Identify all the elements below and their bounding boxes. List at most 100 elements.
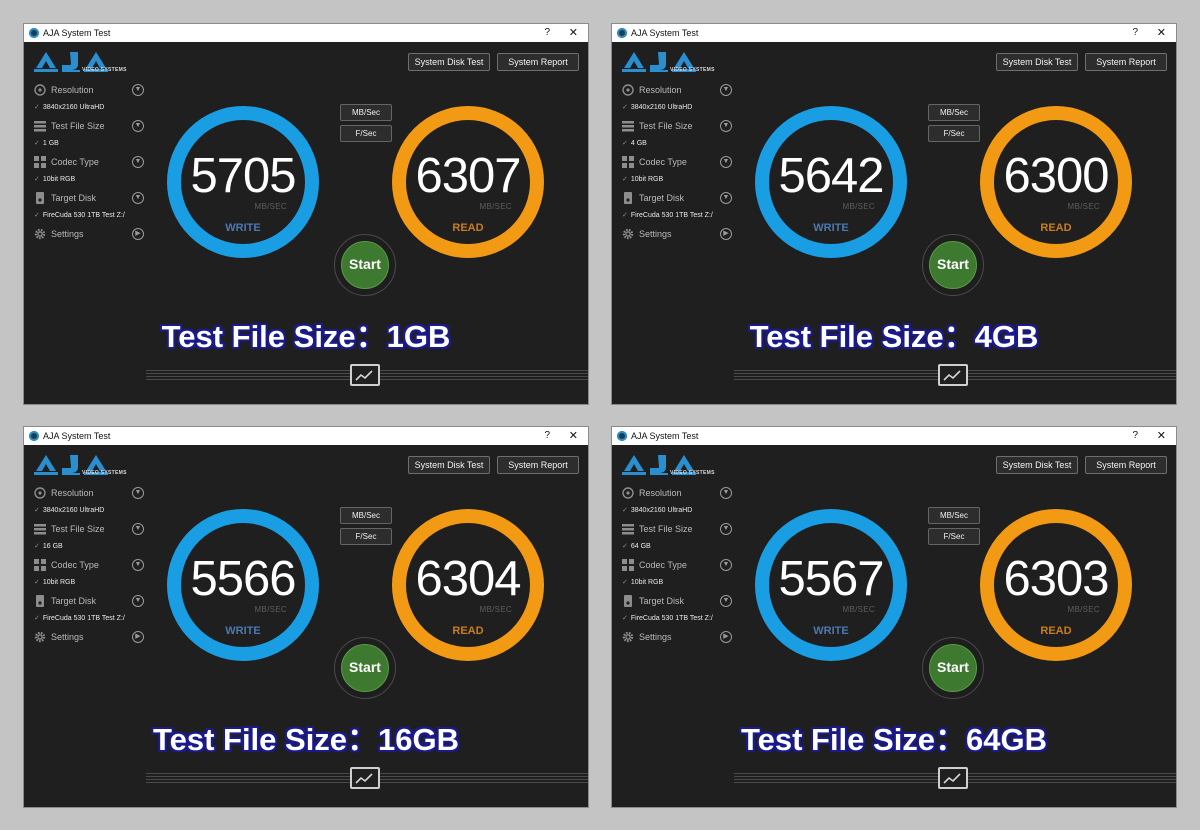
system-report-button[interactable]: System Report xyxy=(497,456,579,474)
settings-header[interactable]: Settings ▶ xyxy=(34,630,144,644)
help-button[interactable]: ? xyxy=(544,430,550,441)
chevron-right-icon[interactable]: ▶ xyxy=(720,631,732,643)
chevron-down-icon[interactable]: ▼ xyxy=(132,487,144,499)
codec-label: Codec Type xyxy=(639,157,687,167)
codec-header[interactable]: Codec Type ▼ xyxy=(34,558,144,572)
codec-header[interactable]: Codec Type ▼ xyxy=(622,155,732,169)
help-button[interactable]: ? xyxy=(1132,430,1138,441)
chevron-down-icon[interactable]: ▼ xyxy=(720,84,732,96)
help-button[interactable]: ? xyxy=(1132,27,1138,38)
title-bar: AJA System Test ? ✕ xyxy=(612,427,1176,445)
resolution-header[interactable]: Resolution ▼ xyxy=(622,83,732,97)
system-disk-test-button[interactable]: System Disk Test xyxy=(996,53,1078,71)
chevron-down-icon[interactable]: ▼ xyxy=(132,120,144,132)
system-report-button[interactable]: System Report xyxy=(1085,53,1167,71)
chevron-down-icon[interactable]: ▼ xyxy=(132,192,144,204)
chevron-down-icon[interactable]: ▼ xyxy=(132,84,144,96)
file-size-icon xyxy=(622,524,634,535)
chevron-down-icon[interactable]: ▼ xyxy=(720,523,732,535)
chevron-down-icon[interactable]: ▼ xyxy=(720,192,732,204)
resolution-header[interactable]: Resolution ▼ xyxy=(622,486,732,500)
f-per-sec-button[interactable]: F/Sec xyxy=(340,528,392,545)
title-bar: AJA System Test ? ✕ xyxy=(24,427,588,445)
chevron-down-icon[interactable]: ▼ xyxy=(720,120,732,132)
system-disk-test-button[interactable]: System Disk Test xyxy=(996,456,1078,474)
system-report-button[interactable]: System Report xyxy=(1085,456,1167,474)
target-disk-header[interactable]: Target Disk ▼ xyxy=(622,594,732,608)
settings-label: Settings xyxy=(639,632,672,642)
read-unit: MB/SEC xyxy=(1067,202,1100,211)
resolution-header[interactable]: Resolution ▼ xyxy=(34,486,144,500)
settings-header[interactable]: Settings ▶ xyxy=(34,227,144,241)
f-per-sec-button[interactable]: F/Sec xyxy=(928,125,980,142)
mb-per-sec-button[interactable]: MB/Sec xyxy=(928,104,980,121)
chevron-down-icon[interactable]: ▼ xyxy=(720,595,732,607)
target-disk-header[interactable]: Target Disk ▼ xyxy=(34,191,144,205)
start-button[interactable]: Start xyxy=(334,637,396,699)
chevron-down-icon[interactable]: ▼ xyxy=(132,523,144,535)
write-speed-value: 5567 xyxy=(778,552,884,606)
start-button[interactable]: Start xyxy=(922,637,984,699)
system-disk-test-button[interactable]: System Disk Test xyxy=(408,456,490,474)
mb-per-sec-button[interactable]: MB/Sec xyxy=(340,104,392,121)
gear-icon xyxy=(622,228,634,240)
read-speed-value: 6303 xyxy=(1003,552,1109,606)
f-per-sec-button[interactable]: F/Sec xyxy=(928,528,980,545)
chevron-down-icon[interactable]: ▼ xyxy=(720,559,732,571)
graph-button[interactable] xyxy=(350,364,380,386)
file-size-header[interactable]: Test File Size ▼ xyxy=(34,522,144,536)
write-label: WRITE xyxy=(225,222,261,234)
chevron-down-icon[interactable]: ▼ xyxy=(132,559,144,571)
system-report-button[interactable]: System Report xyxy=(497,53,579,71)
target-disk-header[interactable]: Target Disk ▼ xyxy=(34,594,144,608)
help-button[interactable]: ? xyxy=(544,27,550,38)
close-button[interactable]: ✕ xyxy=(568,27,578,39)
check-icon: ✓ xyxy=(622,104,628,111)
read-gauge: 6300 MB/SEC READ xyxy=(980,106,1132,258)
read-gauge: 6303 MB/SEC READ xyxy=(980,509,1132,661)
chevron-down-icon[interactable]: ▼ xyxy=(132,156,144,168)
check-icon: ✓ xyxy=(34,543,40,550)
chevron-right-icon[interactable]: ▶ xyxy=(132,631,144,643)
test-file-size-caption: Test File Size：1GB xyxy=(161,319,451,354)
mb-per-sec-button[interactable]: MB/Sec xyxy=(340,507,392,524)
codec-label: Codec Type xyxy=(51,560,99,570)
file-size-header[interactable]: Test File Size ▼ xyxy=(622,522,732,536)
codec-header[interactable]: Codec Type ▼ xyxy=(622,558,732,572)
gear-icon xyxy=(622,631,634,643)
settings-header[interactable]: Settings ▶ xyxy=(622,227,732,241)
settings-header[interactable]: Settings ▶ xyxy=(622,630,732,644)
chevron-right-icon[interactable]: ▶ xyxy=(720,228,732,240)
graph-button[interactable] xyxy=(938,767,968,789)
settings-label: Settings xyxy=(51,632,84,642)
resolution-header[interactable]: Resolution ▼ xyxy=(34,83,144,97)
close-button[interactable]: ✕ xyxy=(1156,27,1166,39)
read-label: READ xyxy=(452,625,484,637)
target-disk-header[interactable]: Target Disk ▼ xyxy=(622,191,732,205)
file-size-label: Test File Size xyxy=(639,121,693,131)
graph-button[interactable] xyxy=(938,364,968,386)
chevron-down-icon[interactable]: ▼ xyxy=(720,156,732,168)
resolution-label: Resolution xyxy=(639,488,682,498)
codec-value: ✓ 10bit RGB xyxy=(34,175,75,183)
f-per-sec-button[interactable]: F/Sec xyxy=(340,125,392,142)
codec-value-text: 10bit RGB xyxy=(630,176,664,183)
write-unit: MB/SEC xyxy=(842,605,875,614)
read-gauge: 6307 MB/SEC READ xyxy=(392,106,544,258)
start-label: Start xyxy=(937,256,969,272)
graph-button[interactable] xyxy=(350,767,380,789)
start-button[interactable]: Start xyxy=(922,234,984,296)
line-graph-icon xyxy=(355,370,373,381)
file-size-header[interactable]: Test File Size ▼ xyxy=(34,119,144,133)
mb-per-sec-button[interactable]: MB/Sec xyxy=(928,507,980,524)
codec-header[interactable]: Codec Type ▼ xyxy=(34,155,144,169)
file-size-header[interactable]: Test File Size ▼ xyxy=(622,119,732,133)
close-button[interactable]: ✕ xyxy=(568,430,578,442)
system-disk-test-button[interactable]: System Disk Test xyxy=(408,53,490,71)
chevron-down-icon[interactable]: ▼ xyxy=(720,487,732,499)
target-disk-label: Target Disk xyxy=(51,193,97,203)
start-button[interactable]: Start xyxy=(334,234,396,296)
chevron-down-icon[interactable]: ▼ xyxy=(132,595,144,607)
close-button[interactable]: ✕ xyxy=(1156,430,1166,442)
chevron-right-icon[interactable]: ▶ xyxy=(132,228,144,240)
